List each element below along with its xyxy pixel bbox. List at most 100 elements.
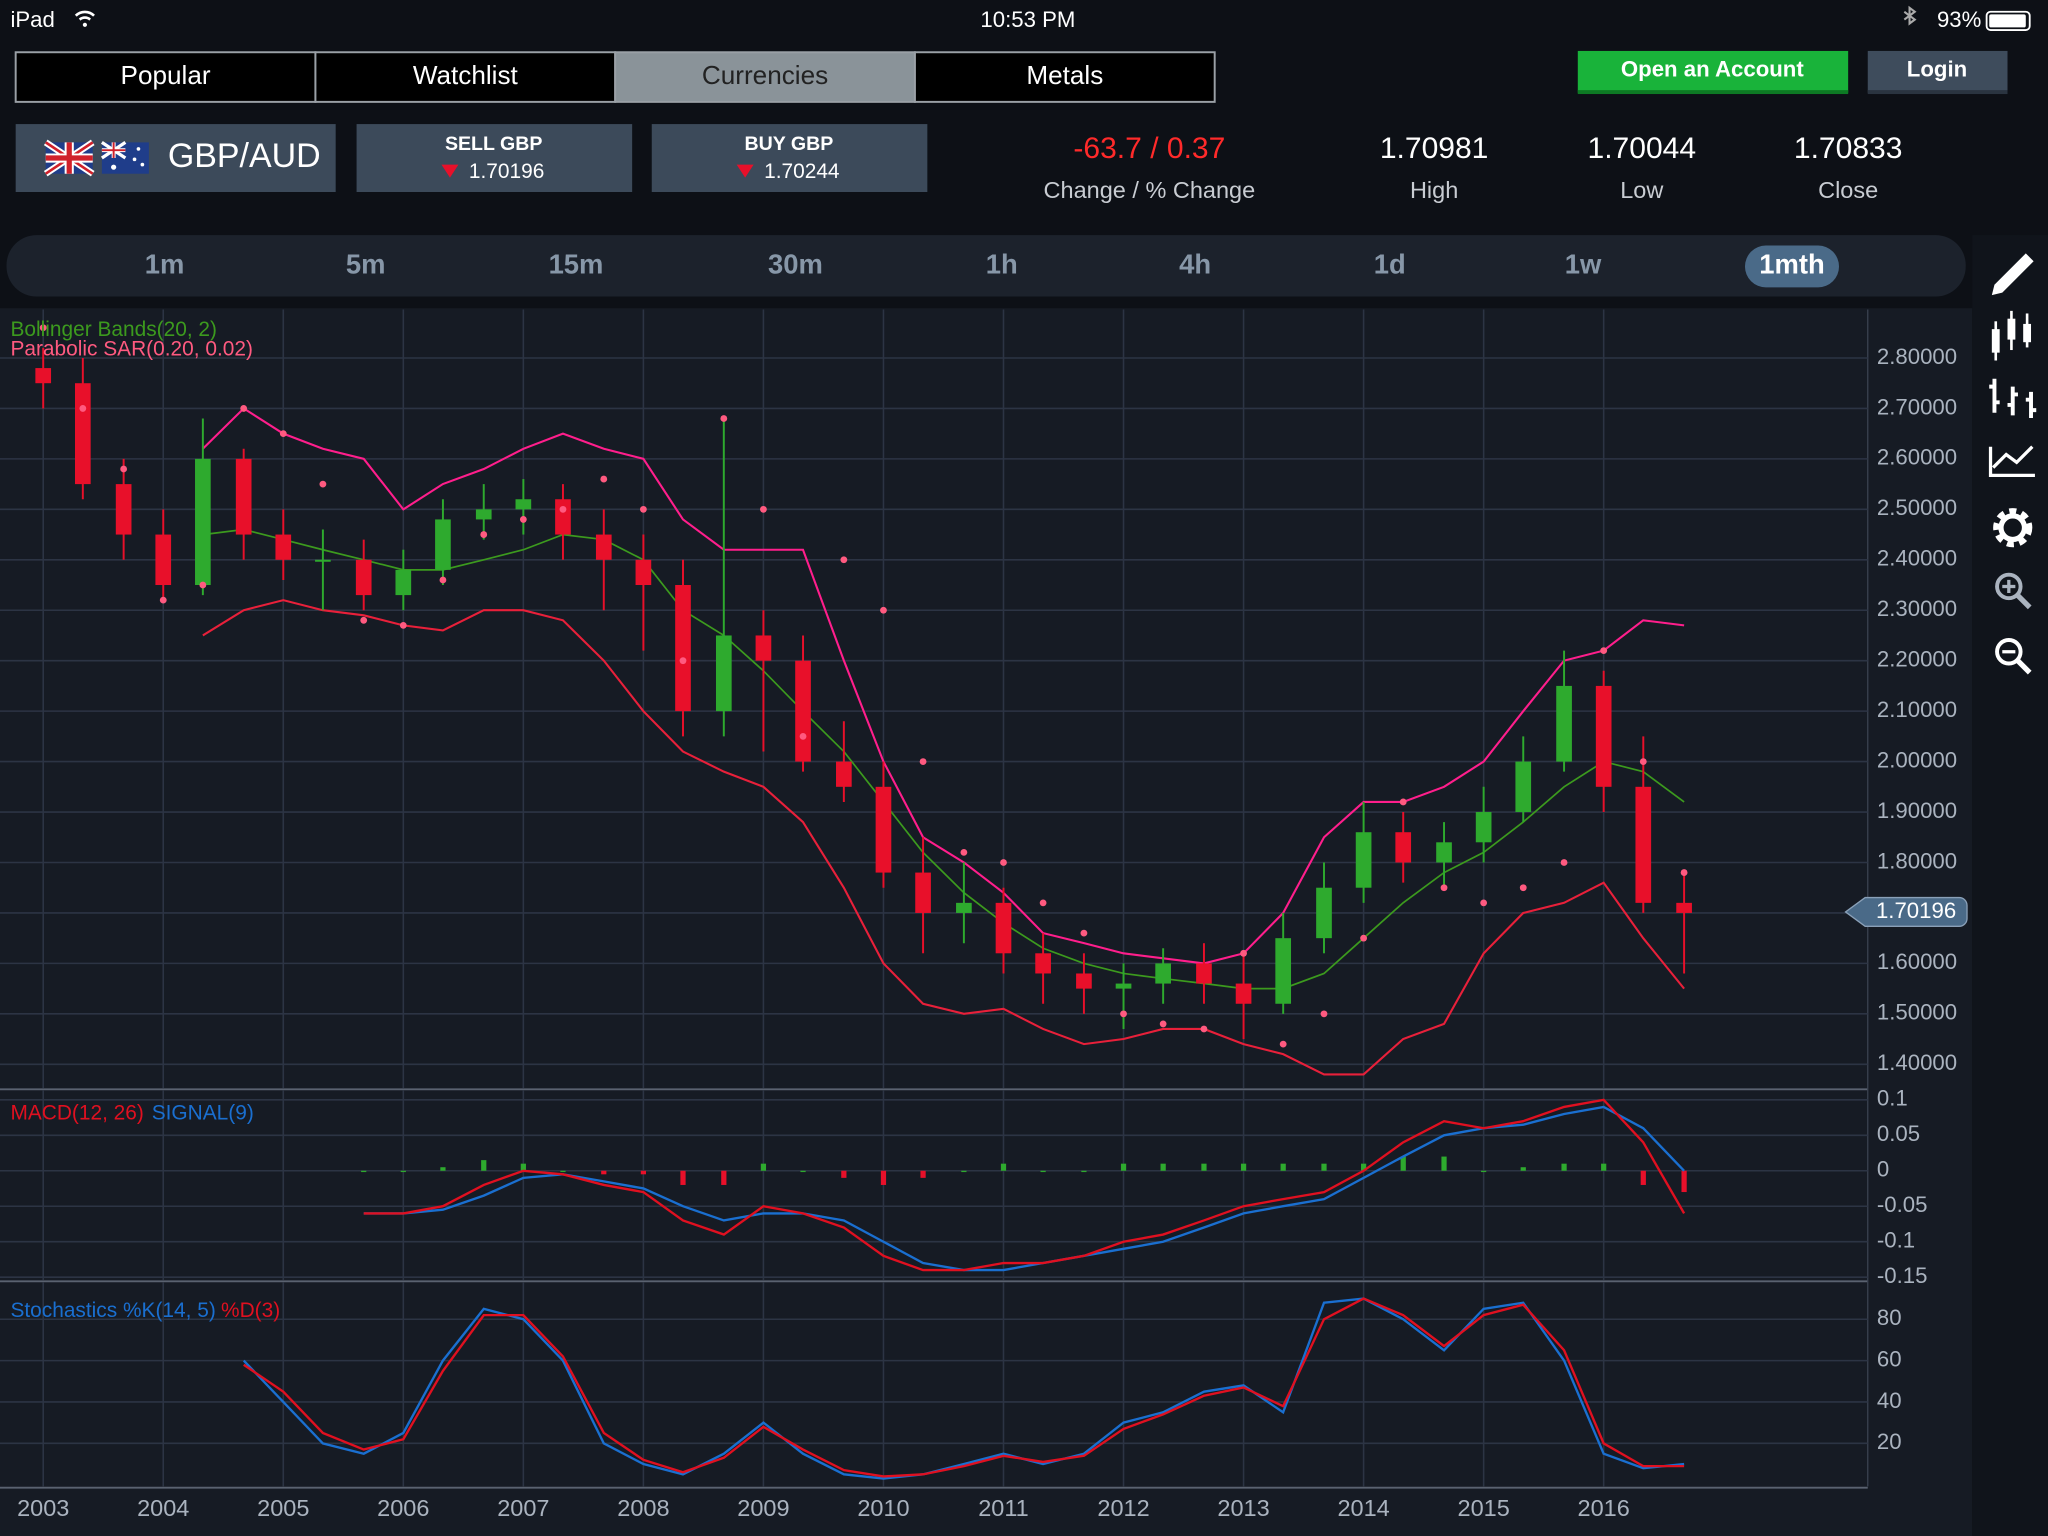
buy-label[interactable]: BUY GBP	[744, 133, 833, 155]
histogram-bar	[601, 1170, 607, 1175]
toolbar	[1988, 253, 2037, 675]
histogram-bar	[1160, 1163, 1166, 1171]
timeframe-option[interactable]: 1m	[145, 249, 185, 280]
timeframe-option[interactable]: 5m	[346, 249, 386, 280]
tab[interactable]	[314, 51, 617, 103]
candle-body	[1395, 832, 1412, 863]
histogram-bar	[1681, 1170, 1687, 1193]
sell-price[interactable]: 1.70196	[469, 160, 544, 183]
y-tick-label: 40	[1877, 1388, 1902, 1413]
sar-dot	[360, 616, 368, 624]
sar-dot	[720, 415, 728, 422]
login-button[interactable]	[1867, 50, 2008, 93]
candle-tool-icon[interactable]	[1991, 310, 2032, 361]
tab-label[interactable]: Popular	[121, 60, 211, 90]
histogram-bar	[1081, 1170, 1087, 1173]
sar-dot	[1560, 859, 1568, 866]
timeframe-option[interactable]: 30m	[768, 249, 823, 280]
sar-dot	[319, 480, 327, 488]
indicator-line	[363, 1105, 1685, 1272]
timeframe-pill[interactable]	[1744, 245, 1840, 288]
histogram-bar	[1441, 1156, 1447, 1171]
histogram-bar	[1520, 1167, 1526, 1171]
tab-label[interactable]: Currencies	[702, 60, 828, 90]
timeframe-option[interactable]: 1h	[986, 249, 1018, 280]
histogram-bar	[440, 1167, 446, 1171]
buy-button[interactable]	[651, 124, 928, 192]
candle-body	[1196, 963, 1212, 984]
sell-button[interactable]	[356, 124, 633, 192]
histogram-bar	[1120, 1163, 1127, 1171]
tab-label[interactable]: Watchlist	[413, 60, 519, 90]
battery-level: 93%	[1937, 7, 1981, 32]
sar-dot	[840, 556, 848, 564]
candle-body	[995, 902, 1012, 954]
candle-body	[956, 902, 972, 913]
x-tick-label: 2014	[1337, 1495, 1389, 1521]
sar-dot	[1320, 1010, 1328, 1018]
histogram-bar	[1201, 1163, 1207, 1171]
line-tool-icon[interactable]	[1988, 445, 2035, 478]
zoom-in-icon[interactable]	[1995, 572, 2032, 610]
y-tick-label: 80	[1877, 1305, 1902, 1330]
timeframe-option[interactable]: 1d	[1374, 249, 1406, 280]
buy-price[interactable]: 1.70244	[764, 160, 839, 183]
candle-body	[355, 559, 372, 596]
y-tick-label: 2.40000	[1877, 546, 1957, 571]
sar-dot	[480, 531, 488, 538]
settings-icon[interactable]	[1993, 508, 2033, 548]
y-tick-label: 1.90000	[1877, 798, 1957, 823]
candle-body	[915, 872, 931, 913]
indicator-line	[202, 407, 1685, 965]
tab[interactable]	[913, 51, 1216, 103]
chart-background	[0, 308, 1973, 1536]
histogram-bar	[560, 1170, 566, 1173]
y-tick-label: 1.50000	[1877, 1000, 1957, 1025]
timeframe-option[interactable]: 1w	[1565, 249, 1602, 280]
sar-dot	[760, 505, 767, 513]
indicator-label: Stochastics %K(14, 5)	[10, 1299, 215, 1322]
y-tick-label: 1.40000	[1877, 1050, 1957, 1075]
y-tick-label: -0.1	[1877, 1228, 1915, 1253]
change-value: -63.7 / 0.37	[1073, 132, 1225, 165]
histogram-bar	[1481, 1170, 1487, 1173]
grid-layer: 1.400001.500001.600001.700001.800001.900…	[0, 309, 1957, 1489]
sar-dot	[1039, 899, 1047, 907]
x-tick-label: 2012	[1097, 1495, 1149, 1521]
x-tick-label: 2007	[497, 1495, 549, 1521]
mark-layer: Bollinger Bands(20, 2)Parabolic SAR(0.20…	[10, 318, 1968, 1480]
indicator-label: Parabolic SAR(0.20, 0.02)	[10, 338, 253, 361]
y-tick-label: 2.60000	[1877, 445, 1957, 470]
zoom-out-icon[interactable]	[1995, 638, 2032, 675]
sell-label[interactable]: SELL GBP	[445, 133, 543, 155]
open-account-label[interactable]: Open an Account	[1621, 56, 1804, 81]
draw-tool-icon[interactable]	[1991, 253, 2034, 296]
sar-dot	[799, 732, 807, 740]
histogram-bar	[800, 1170, 806, 1173]
device-name: iPad	[10, 7, 54, 32]
timeframe-option[interactable]: 4h	[1179, 249, 1211, 280]
tab-label[interactable]: Metals	[1026, 60, 1103, 90]
indicator-label: %D(3)	[221, 1299, 280, 1322]
login-label[interactable]: Login	[1907, 56, 1967, 81]
tab[interactable]	[614, 51, 916, 103]
candle-body	[555, 499, 571, 535]
candle-body	[475, 509, 492, 520]
x-tick-label: 2009	[737, 1495, 789, 1521]
timeframe-option[interactable]: 15m	[549, 249, 604, 280]
close-label: Close	[1818, 177, 1878, 203]
candle-body	[1235, 983, 1252, 1004]
y-tick-label: -0.15	[1877, 1263, 1928, 1288]
x-tick-label: 2011	[978, 1495, 1029, 1521]
y-tick-label: 0	[1877, 1157, 1889, 1182]
open-account-button[interactable]	[1577, 50, 1849, 93]
histogram-bar	[760, 1163, 767, 1171]
timeframe-option[interactable]: 1mth	[1759, 249, 1824, 280]
candle-body	[195, 458, 211, 586]
uk-flag	[43, 139, 95, 177]
sar-dot	[1519, 884, 1527, 892]
y-tick-label: 2.20000	[1877, 647, 1957, 672]
ohlc-tool-icon[interactable]	[1989, 378, 2037, 418]
sar-dot	[240, 405, 248, 412]
